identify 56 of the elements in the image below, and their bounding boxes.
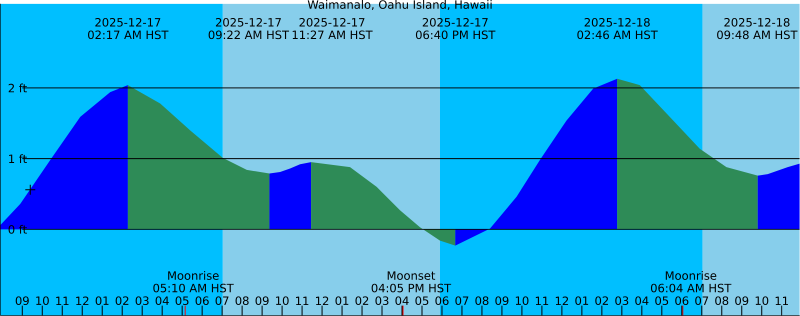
x-tick-label: 09: [735, 296, 748, 305]
x-tick-label: 08: [475, 296, 488, 305]
x-tick-label: 10: [756, 296, 768, 305]
annotation: Moonrise: [666, 270, 716, 280]
y-tick-label: 1 ft: [9, 154, 27, 163]
x-tick-label: 12: [76, 296, 88, 306]
annotation: 2025-12-17: [422, 18, 488, 27]
x-tick-label: 03: [136, 296, 149, 305]
x-tick-label: 11: [56, 296, 69, 306]
annotation: Moonset: [388, 271, 436, 280]
x-tick-label: 07: [216, 296, 228, 305]
annotation: 2025-12-17: [299, 18, 364, 27]
x-tick-label: 07: [695, 296, 708, 305]
annotation: Moonrise: [168, 270, 219, 280]
annotation: 2025-12-18: [724, 18, 790, 27]
annotation: 02:17 AM HST: [88, 30, 168, 40]
x-tick-label: 04: [635, 296, 648, 305]
x-tick-label: 09: [495, 296, 508, 305]
x-tick-label: 12: [316, 296, 328, 306]
x-tick-label: 05: [415, 296, 428, 305]
x-tick-label: 08: [715, 296, 728, 305]
x-tick-label: 03: [615, 296, 628, 305]
annotation: 06:04 AM HST: [650, 284, 732, 292]
x-tick-label: 01: [335, 296, 348, 305]
annotation: 04:05 PM HST: [372, 284, 452, 292]
annotation: 2025-12-18: [584, 18, 650, 27]
annotation: 02:46 AM HST: [577, 30, 658, 40]
x-tick-label: 05: [655, 296, 668, 305]
x-tick-label: 11: [776, 296, 788, 306]
annotation: 11:27 AM HST: [292, 30, 373, 40]
x-tick-label: 02: [355, 296, 368, 305]
x-tick-label: 03: [375, 296, 388, 305]
x-tick-label: 09: [256, 296, 269, 305]
x-tick-label: 06: [196, 296, 209, 305]
x-tick-label: 07: [455, 296, 468, 305]
x-tick-label: 02: [116, 296, 128, 305]
x-tick-label: 10: [36, 296, 49, 305]
annotation: 2025-12-17: [95, 18, 160, 27]
x-tick-label: 04: [395, 296, 409, 305]
x-tick-label: 06: [675, 296, 688, 305]
x-tick-label: 11: [536, 296, 548, 306]
x-tick-label: 05: [176, 296, 188, 305]
x-tick-label: 10: [516, 296, 528, 305]
x-tick-label: 02: [595, 296, 608, 305]
x-tick-label: 08: [236, 296, 249, 305]
annotation: 09:48 AM HST: [717, 30, 798, 40]
x-tick-label: 01: [575, 296, 588, 305]
x-tick-label: 11: [296, 296, 308, 306]
x-tick-label: 06: [435, 296, 449, 305]
x-tick-label: 10: [276, 296, 289, 305]
annotation: 05:10 AM HST: [153, 284, 234, 292]
x-tick-label: 04: [156, 296, 169, 305]
x-tick-label: 09: [16, 296, 29, 305]
x-tick-label: 01: [96, 296, 108, 305]
y-tick-label: 2 ft: [8, 84, 27, 92]
x-tick-label: 12: [556, 296, 568, 306]
